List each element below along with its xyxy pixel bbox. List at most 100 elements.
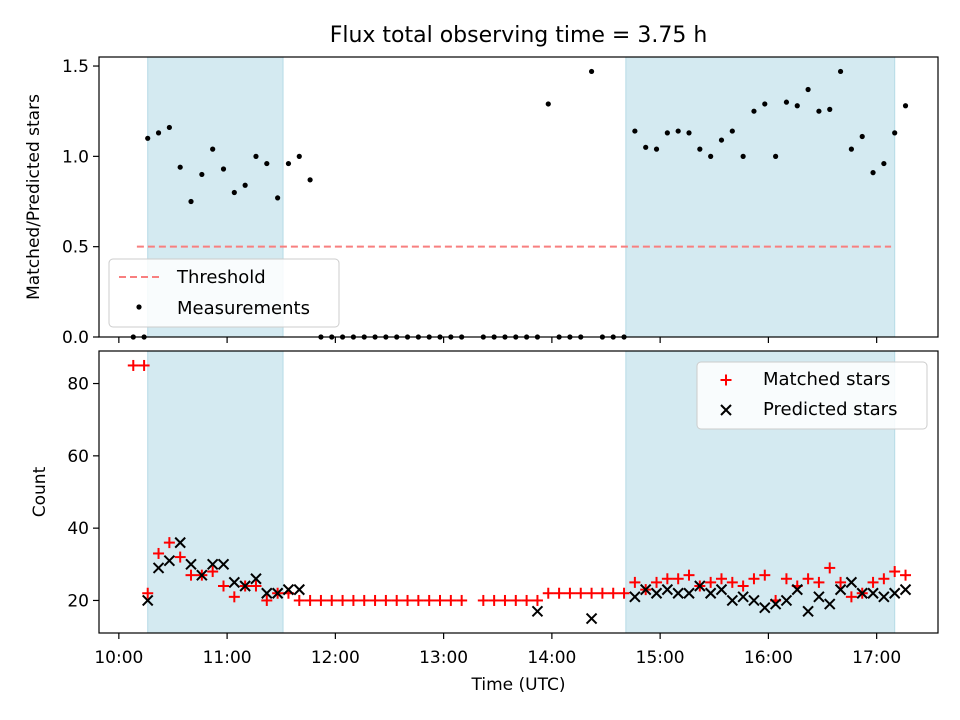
cross-stroke: [261, 587, 273, 599]
bottom-legend-box: [696, 361, 928, 430]
cross-stroke: [813, 591, 825, 603]
cross-stroke: [899, 583, 912, 596]
measurement-point: [166, 124, 172, 131]
cross-stroke: [293, 583, 305, 596]
predicted-star-marker: [629, 591, 641, 603]
matched-star-marker: [153, 547, 165, 559]
legend-matched-label: Matched stars: [763, 369, 890, 390]
predicted-star-marker: [152, 562, 165, 574]
matched-star-marker: [228, 591, 240, 603]
predicted-star-marker: [531, 605, 544, 618]
matched-star-marker: [672, 573, 684, 585]
matched-star-marker: [835, 576, 847, 588]
matched-star-marker: [629, 576, 641, 588]
predicted-star-marker: [726, 594, 739, 607]
cross-stroke: [845, 576, 858, 589]
predicted-star-marker: [878, 591, 890, 603]
matched-star-marker: [737, 580, 749, 592]
cross-stroke: [824, 598, 836, 610]
x-tick-label: 11:00: [203, 648, 252, 668]
cross-stroke: [683, 587, 695, 599]
predicted-star-marker: [769, 598, 782, 610]
measurement-point: [686, 130, 692, 136]
cross-stroke: [228, 576, 241, 589]
y-tick-label: 0.0: [62, 328, 89, 348]
measurement-point: [653, 146, 660, 152]
matched-star-marker: [250, 580, 262, 592]
measurement-point: [740, 153, 746, 159]
cross-stroke: [704, 587, 717, 599]
measurement-point: [870, 170, 876, 176]
cross-stroke: [737, 591, 749, 603]
predicted-star-marker: [737, 591, 749, 603]
matched-star-marker: [391, 594, 403, 606]
predicted-star-marker: [217, 558, 230, 571]
predicted-star-marker: [672, 587, 684, 599]
matched-star-marker: [358, 594, 370, 606]
legend-predicted-label: Predicted stars: [763, 399, 897, 420]
predicted-star-marker: [661, 583, 674, 596]
matched-star-marker: [261, 594, 273, 606]
measurement-point: [145, 135, 151, 141]
matched-star-marker: [759, 569, 771, 581]
cross-stroke: [802, 605, 814, 618]
x-tick-label: 13:00: [419, 648, 468, 668]
x-tick-label: 16:00: [744, 648, 793, 668]
predicted-star-marker: [282, 583, 295, 596]
legend-measurement-marker: [136, 304, 142, 310]
matched-star-marker: [434, 594, 446, 606]
measurement-point: [729, 128, 735, 134]
cross-stroke: [748, 594, 760, 607]
y-tick-label: 40: [67, 519, 89, 539]
measurement-point: [859, 133, 865, 140]
predicted-star-marker: [867, 587, 879, 599]
matched-star-marker: [802, 573, 814, 585]
measurement-point: [155, 130, 162, 136]
matched-star-marker: [174, 551, 186, 563]
matched-star-marker: [347, 594, 359, 606]
matched-star-marker: [163, 537, 175, 549]
top-legend: Threshold Measurements: [108, 258, 340, 328]
measurement-point: [242, 182, 248, 188]
predicted-star-marker: [228, 576, 241, 589]
legend-threshold-label: Threshold: [176, 267, 266, 288]
measurement-point: [275, 195, 281, 201]
predicted-star-marker: [206, 558, 219, 571]
cross-stroke: [185, 558, 197, 571]
predicted-star-marker: [899, 583, 912, 596]
cross-stroke: [531, 605, 544, 618]
top-y-axis: 0.0 0.5 1.0 1.5: [62, 57, 99, 348]
matched-star-marker: [138, 359, 150, 371]
cross-stroke: [780, 594, 793, 607]
predicted-star-marker: [704, 587, 717, 599]
measurement-point: [220, 166, 227, 172]
predicted-star-marker: [196, 569, 208, 581]
cross-stroke: [629, 591, 641, 603]
matched-star-marker: [596, 587, 608, 599]
cross-stroke: [791, 583, 803, 596]
measurement-point: [588, 68, 595, 75]
matched-star-marker: [412, 594, 424, 606]
predicted-star-marker: [250, 573, 262, 585]
predicted-star-marker: [845, 576, 858, 589]
predicted-star-marker: [142, 594, 154, 607]
matched-star-marker: [889, 566, 901, 578]
matched-star-marker: [369, 594, 381, 606]
bottom-axes-frame: [98, 350, 939, 634]
top-shaded-regions: [147, 56, 896, 338]
bottom-legend: Matched stars Predicted stars: [696, 361, 928, 430]
matched-star-marker: [456, 594, 468, 606]
measurement-point: [751, 108, 757, 114]
matched-star-marker: [661, 573, 673, 585]
cross-stroke: [720, 404, 732, 416]
predicted-star-marker: [856, 587, 868, 599]
measurement-point: [231, 189, 237, 196]
legend-matched-marker: [720, 374, 732, 386]
shaded-region-1: [147, 350, 284, 634]
chart-title: Flux total observing time = 3.75 h: [330, 23, 708, 48]
legend-plus: [720, 374, 732, 386]
measurement-point: [285, 160, 292, 167]
matched-star-marker: [575, 587, 587, 599]
top-x-ticks: [118, 337, 878, 343]
